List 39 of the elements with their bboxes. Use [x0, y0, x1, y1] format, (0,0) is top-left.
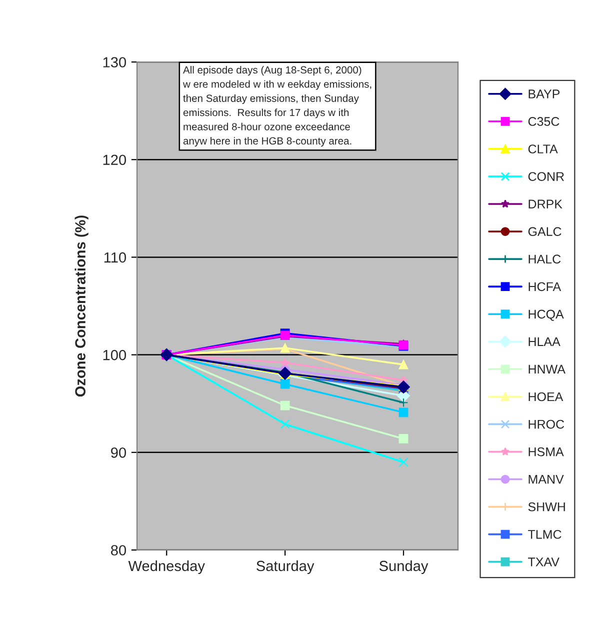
point [398, 398, 408, 408]
annotation: All episode days (Aug 18-Sept 6, 2000) w ere modeled w ith w eekday emissions, then Saturday emissions, then Sunday emissions. Results for 17 days w ith measured 8-hour ozone exceedance anyw here in the HGB 8-county area. [182, 66, 372, 147]
point [280, 400, 290, 410]
point [397, 380, 410, 394]
y-tick-label: 120 [103, 154, 126, 166]
y-tick-label: 110 [104, 252, 126, 263]
legend-label: TXAV [528, 558, 560, 566]
x-tick-label: Sunday [379, 560, 428, 574]
legend-label: CLTA [528, 144, 558, 154]
point [398, 457, 408, 467]
point [398, 408, 408, 418]
y-tick-label: 130 [103, 57, 126, 68]
y-tick-label: 80 [110, 545, 126, 556]
y-tick-label: 100 [103, 350, 126, 360]
y-axis-title: Ozone Concentrations (%) [74, 216, 88, 397]
point [398, 360, 408, 370]
legend-label: SHWH [528, 502, 565, 512]
legend-label: HLAA [528, 337, 560, 346]
point [280, 379, 290, 389]
legend-label: HCQA [528, 310, 564, 321]
point [280, 419, 290, 429]
x-tick-label: Wednesday [128, 560, 205, 574]
point [280, 358, 290, 366]
legend-label: C35C [528, 117, 560, 126]
legend-label: DRPK [528, 200, 562, 208]
y-tick-label: 90 [111, 448, 126, 458]
legend-label: HOEA [528, 392, 564, 402]
legend-label: HNWA [528, 364, 566, 374]
legend-label: HALC [528, 254, 561, 264]
legend-label: HROC [528, 420, 564, 429]
legend-label: MANV [528, 475, 564, 484]
legend-label: BAYP [528, 90, 560, 98]
legend-label: GALC [528, 227, 562, 236]
point [398, 434, 408, 444]
legend-label: HCFA [528, 282, 562, 292]
legend-label: HSMA [528, 447, 564, 456]
legend-label: TLMC [528, 530, 562, 539]
x-tick-label: Saturday [256, 560, 314, 574]
legend-label: CONR [528, 172, 564, 181]
